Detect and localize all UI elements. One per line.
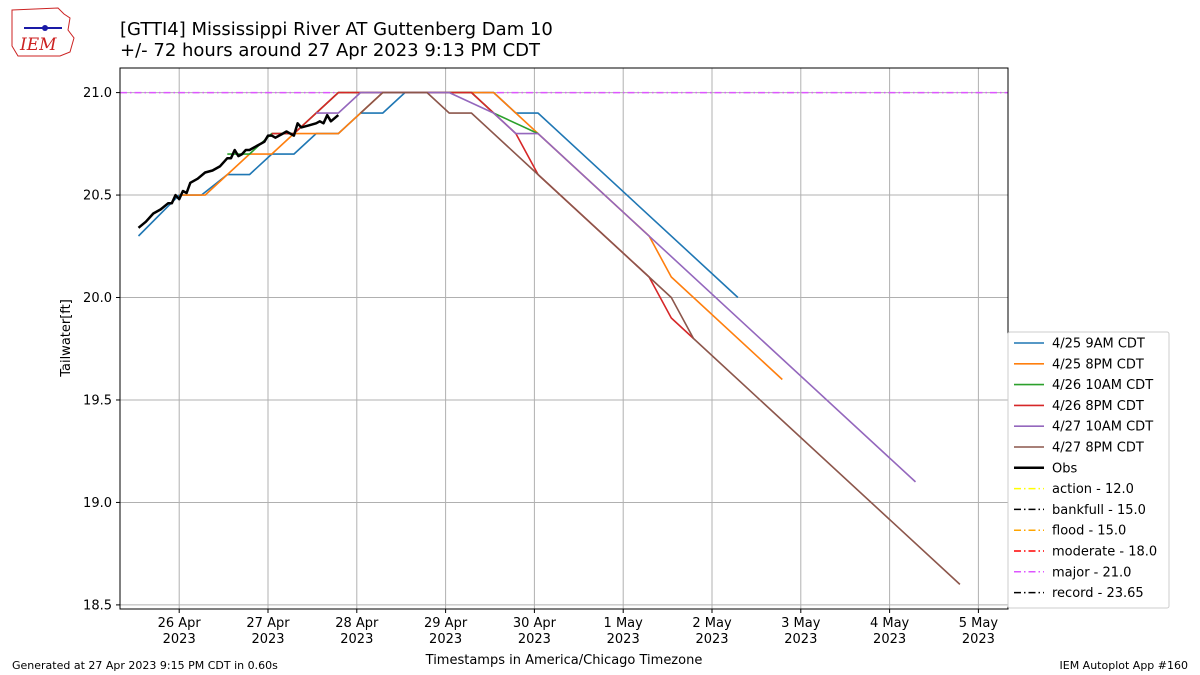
legend-label: record - 23.65 [1052, 586, 1144, 601]
logo-text: IEM [19, 35, 57, 55]
x-tick-label: 4 May [870, 616, 910, 631]
y-tick-label: 19.5 [83, 393, 112, 408]
iowa-outline-icon [11, 7, 75, 57]
y-tick-label: 21.0 [83, 86, 112, 101]
footer-generated: Generated at 27 Apr 2023 9:15 PM CDT in … [12, 659, 278, 672]
x-tick-year: 2023 [518, 632, 551, 647]
legend-label: 4/27 10AM CDT [1052, 420, 1153, 435]
x-tick-label: 1 May [604, 616, 644, 631]
series-line [359, 91, 961, 585]
x-tick-year: 2023 [784, 632, 817, 647]
legend-label: 4/26 8PM CDT [1052, 399, 1144, 414]
y-tick-label: 18.5 [83, 598, 112, 613]
legend-label: 4/25 9AM CDT [1052, 337, 1145, 352]
x-tick-label: 28 Apr [335, 616, 379, 631]
x-tick-year: 2023 [607, 632, 640, 647]
x-tick-year: 2023 [962, 632, 995, 647]
y-axis: 18.5 19.0 19.5 20.0 20.5 21.0 [83, 86, 120, 613]
y-tick-label: 19.0 [83, 496, 112, 511]
x-tick-label: 2 May [692, 616, 732, 631]
x-tick-label: 29 Apr [424, 616, 468, 631]
legend-label: 4/25 8PM CDT [1052, 357, 1144, 372]
chart-title: [GTTI4] Mississippi River AT Guttenberg … [120, 19, 553, 40]
footer-app: IEM Autoplot App #160 [1060, 659, 1189, 672]
x-tick-year: 2023 [251, 632, 284, 647]
x-tick-label: 30 Apr [513, 616, 557, 631]
series-line [137, 113, 340, 229]
x-tick-label: 27 Apr [246, 616, 290, 631]
legend-label: 4/26 10AM CDT [1052, 378, 1153, 393]
series-lines [137, 91, 961, 585]
x-tick-year: 2023 [429, 632, 462, 647]
logo-station-icon [42, 25, 48, 31]
series-line [271, 91, 695, 340]
legend-label: major - 21.0 [1052, 565, 1131, 580]
legend-label: action - 12.0 [1052, 482, 1134, 497]
x-tick-label: 26 Apr [158, 616, 202, 631]
chart-subtitle: +/- 72 hours around 27 Apr 2023 9:13 PM … [120, 40, 541, 61]
series-line [316, 91, 917, 483]
y-tick-label: 20.5 [83, 189, 112, 204]
x-tick-year: 2023 [163, 632, 196, 647]
legend-label: flood - 15.0 [1052, 524, 1126, 539]
x-tick-year: 2023 [340, 632, 373, 647]
x-axis-label: Timestamps in America/Chicago Timezone [425, 653, 703, 668]
legend-label: 4/27 8PM CDT [1052, 441, 1144, 456]
legend: 4/25 9AM CDT 4/25 8PM CDT 4/26 10AM CDT 4/2… [1007, 331, 1170, 609]
x-tick-label: 5 May [959, 616, 999, 631]
legend-label: moderate - 18.0 [1052, 545, 1157, 560]
iem-logo: IEM [11, 7, 75, 57]
legend-label: Obs [1052, 461, 1077, 476]
legend-label: bankfull - 15.0 [1052, 503, 1146, 518]
x-tick-label: 3 May [781, 616, 821, 631]
series-line [227, 91, 539, 155]
grid [120, 68, 1008, 609]
x-tick-year: 2023 [873, 632, 906, 647]
x-tick-year: 2023 [695, 632, 728, 647]
y-axis-label: Tailwater[ft] [59, 299, 74, 378]
legend-box [1007, 331, 1170, 609]
y-tick-label: 20.0 [83, 291, 112, 306]
